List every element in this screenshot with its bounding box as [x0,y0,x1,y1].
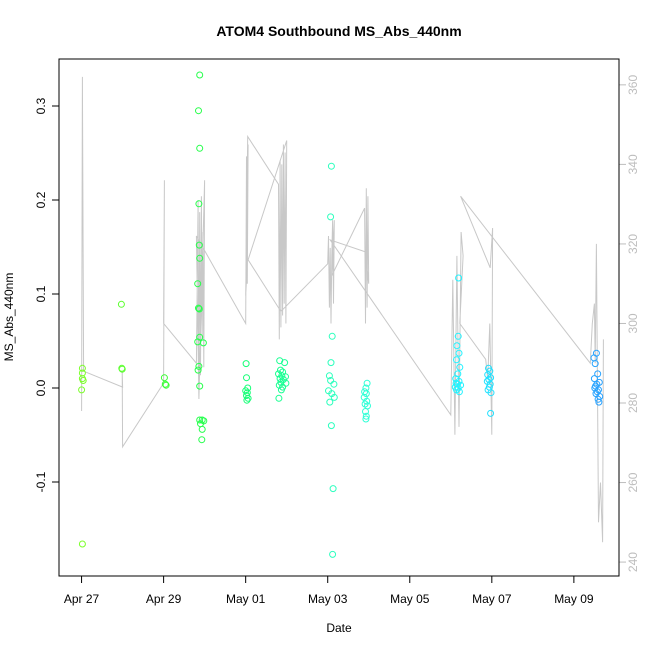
data-point [454,332,462,340]
data-point [78,386,86,394]
x-axis-title: Date [326,621,352,635]
data-point [196,254,204,262]
data-point [118,365,126,373]
data-point [196,144,204,152]
x-tick-label: May 03 [308,592,348,606]
x-tick-label: May 09 [554,592,594,606]
data-point [330,380,338,388]
data-point [486,367,494,375]
data-point [456,363,464,371]
data-point [594,370,602,378]
data-point [595,398,603,406]
data-point [195,107,202,115]
x-tick-label: May 07 [472,592,512,606]
data-point [244,394,252,402]
y2-tick-label: 240 [626,552,640,572]
data-point [196,71,204,79]
data-point [455,274,463,282]
data-point [453,342,461,350]
data-point [330,393,338,401]
y-tick-label: 0.3 [34,97,48,114]
y-tick-label: 0.1 [34,285,48,302]
data-point [453,356,460,364]
data-point [275,394,283,402]
y-tick-label: 0.0 [34,379,48,396]
data-point [79,377,87,384]
data-point [78,364,86,372]
data-point [329,485,337,493]
y-tick-label: 0.2 [34,191,48,208]
data-point [243,374,250,382]
data-point [196,333,204,341]
data-point [242,360,250,368]
data-point [327,162,335,170]
data-point [487,389,495,397]
data-point [199,339,207,347]
data-point [363,379,371,387]
y2-tick-label: 360 [626,75,640,95]
y-axis-title: MS_Abs_440nm [2,273,16,362]
data-point [162,381,170,389]
data-point [198,436,206,444]
data-point [328,332,336,340]
data-point [485,376,493,383]
data-point [325,372,333,380]
chart-title: ATOM4 Southbound MS_Abs_440nm [216,23,461,39]
data-point [454,384,462,392]
data-point [195,305,203,313]
data-point [195,304,202,312]
y2-tick-label: 260 [626,472,640,492]
y2-tick-label: 340 [626,154,640,174]
data-point [591,360,599,368]
points-layer [78,71,604,558]
y-tick-label: -0.1 [34,471,48,492]
data-point [455,349,463,357]
data-point [327,422,335,430]
data-point [362,412,370,420]
y2-tick-label: 300 [626,313,640,333]
data-point [195,200,203,208]
data-point [276,375,284,383]
data-point [594,395,602,403]
x-tick-label: May 05 [390,592,430,606]
data-point [326,398,334,406]
plot-frame [58,58,620,577]
data-point [198,425,206,433]
x-tick-label: Apr 29 [146,592,182,606]
data-point [329,550,337,558]
data-point [78,540,86,548]
data-point [277,386,285,394]
data-point [362,408,369,415]
data-point [327,359,335,367]
data-point [195,362,203,370]
data-point [160,374,168,382]
data-point [194,366,202,374]
data-point [455,388,463,396]
data-point [161,380,169,388]
x-tick-label: May 01 [226,592,266,606]
data-point [195,241,203,249]
x-tick-label: Apr 27 [64,592,100,606]
data-point [196,416,204,424]
data-point [327,213,335,221]
data-point [592,349,600,357]
data-point [590,375,598,383]
y2-tick-label: 280 [626,393,640,413]
data-point [243,396,251,404]
data-point [281,359,289,367]
data-point [362,390,370,398]
data-point [194,280,202,288]
data-point [196,382,204,390]
data-point [362,415,370,423]
data-point [487,409,495,417]
data-point [242,387,250,395]
data-point [117,300,125,308]
y2-tick-label: 320 [626,234,640,254]
